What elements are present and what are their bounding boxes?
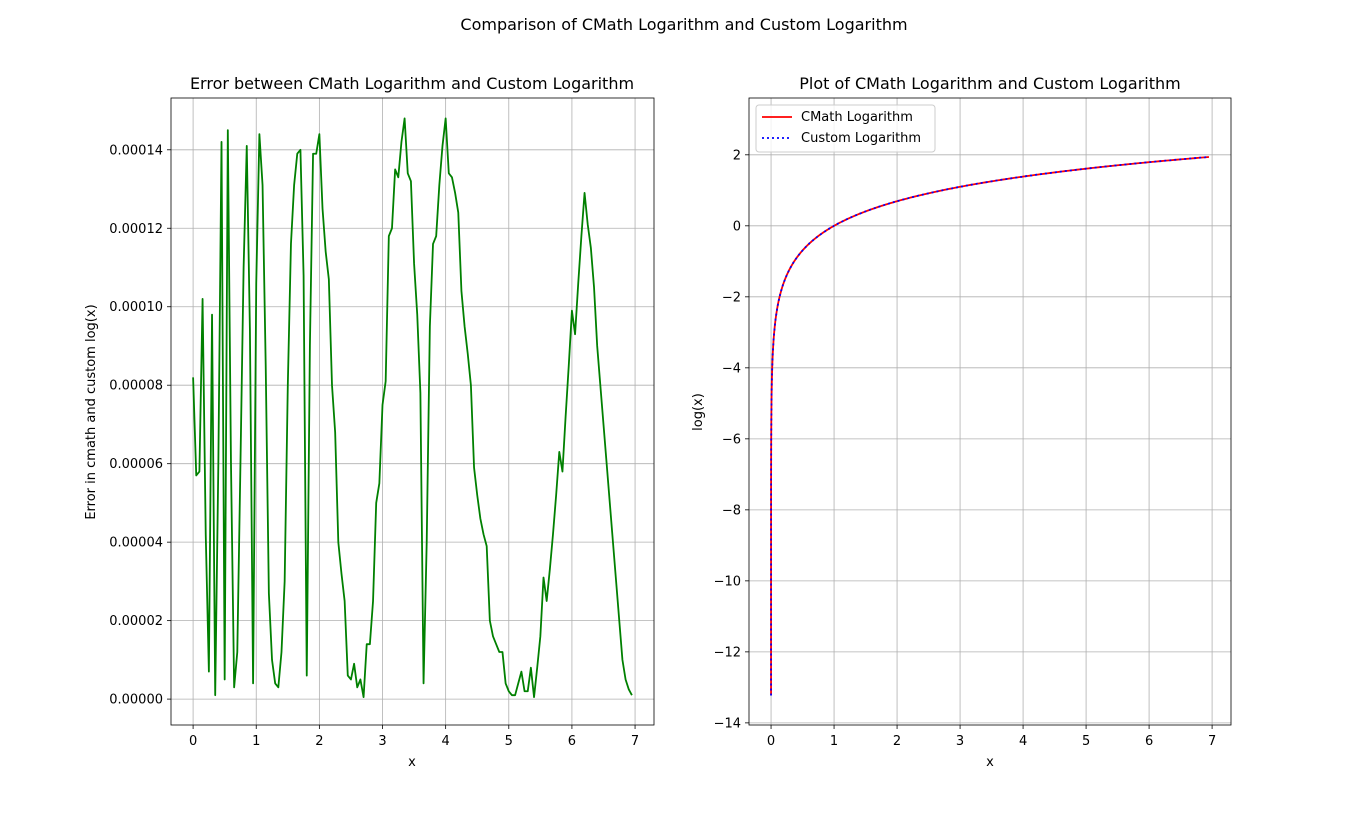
x-tick-label: 2 xyxy=(315,734,323,749)
log-chart-ticks: 0 1 2 3 4 5 6 7 −14 −12 −10 −8 −6 −4 −2 0 2 xyxy=(714,148,1217,749)
y-tick-label: −4 xyxy=(722,361,741,376)
y-tick-label: −10 xyxy=(714,574,741,589)
error-chart-series xyxy=(192,117,633,699)
y-tick-label: 0.00000 xyxy=(109,693,163,708)
y-tick-label: 0.00008 xyxy=(109,379,163,394)
y-tick-label: −12 xyxy=(714,645,741,660)
x-tick-label: 5 xyxy=(505,734,513,749)
legend-label-custom: Custom Logarithm xyxy=(801,131,921,146)
x-tick-label: 7 xyxy=(631,734,639,749)
x-tick-label: 3 xyxy=(378,734,386,749)
y-tick-label: 0 xyxy=(733,219,741,234)
x-tick-label: 2 xyxy=(893,734,901,749)
y-tick-label: 0.00006 xyxy=(109,457,163,472)
error-chart-title: Error between CMath Logarithm and Custom… xyxy=(190,74,634,93)
x-tick-label: 1 xyxy=(252,734,260,749)
error-chart-ylabel: Error in cmath and custom log(x) xyxy=(84,304,99,519)
x-tick-label: 6 xyxy=(568,734,576,749)
legend-label-cmath: CMath Logarithm xyxy=(801,110,913,125)
y-tick-label: 0.00004 xyxy=(109,536,163,551)
log-chart-title: Plot of CMath Logarithm and Custom Logar… xyxy=(799,74,1181,93)
x-tick-label: 0 xyxy=(767,734,775,749)
legend-box xyxy=(755,104,936,153)
x-tick-label: 1 xyxy=(830,734,838,749)
error-chart-panel: Error between CMath Logarithm and Custom… xyxy=(84,74,655,770)
x-tick-label: 7 xyxy=(1208,734,1216,749)
x-tick-label: 5 xyxy=(1082,734,1090,749)
log-chart-legend: CMath Logarithm Custom Logarithm xyxy=(755,104,936,153)
y-tick-label: 2 xyxy=(733,148,741,163)
y-tick-label: 0.00014 xyxy=(109,143,163,158)
x-tick-label: 0 xyxy=(189,734,197,749)
series-line-error-0 xyxy=(192,117,633,699)
x-tick-label: 3 xyxy=(956,734,964,749)
x-tick-label: 4 xyxy=(1019,734,1027,749)
figure-title: Comparison of CMath Logarithm and Custom… xyxy=(460,15,907,34)
series-line-custom-logarithm xyxy=(770,156,1210,696)
y-tick-label: 0.00012 xyxy=(109,222,163,237)
log-chart-frame xyxy=(748,97,1232,726)
x-tick-label: 6 xyxy=(1145,734,1153,749)
log-chart-series xyxy=(770,156,1210,696)
y-tick-label: −6 xyxy=(722,432,741,447)
y-tick-label: −8 xyxy=(722,503,741,518)
x-tick-label: 4 xyxy=(442,734,450,749)
y-tick-label: −2 xyxy=(722,290,741,305)
log-chart-xlabel: x xyxy=(986,755,994,770)
y-tick-label: −14 xyxy=(714,716,741,731)
y-tick-label: 0.00010 xyxy=(109,300,163,315)
error-chart-frame xyxy=(170,97,655,726)
log-chart-ylabel: log(x) xyxy=(691,393,706,431)
error-chart-xlabel: x xyxy=(408,755,416,770)
error-chart-ticks: 0 1 2 3 4 5 6 7 0.00000 0.00002 0.00004 0.00006 0.00… xyxy=(109,143,639,749)
y-tick-label: 0.00002 xyxy=(109,614,163,629)
log-chart-panel: Plot of CMath Logarithm and Custom Logar… xyxy=(691,74,1232,770)
